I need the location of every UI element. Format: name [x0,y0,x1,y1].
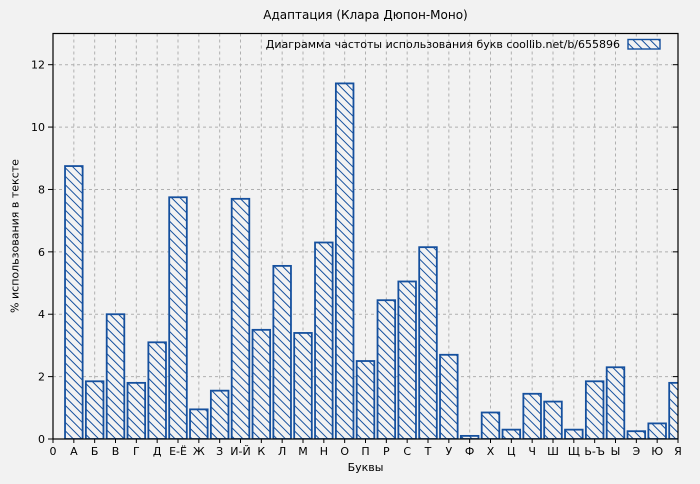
x-tick-label: Н [320,445,328,458]
bar-Т [418,246,438,439]
x-tick-label: Ь-Ъ [584,445,605,458]
bar-Б [84,380,105,439]
y-tick-label: 8 [38,183,45,196]
bar-Е-Ё [168,196,188,439]
y-tick-label: 2 [38,371,45,384]
x-tick-label: Ж [193,445,205,458]
x-tick-label: Г [133,445,140,458]
bar-Х [480,411,501,439]
x-tick-label: А [70,445,78,458]
bar-Ы [605,366,626,439]
legend-label: Диаграмма частоты использования букв coo… [266,38,620,51]
bar-Ш [543,400,563,439]
x-tick-label: Ы [611,445,621,458]
x-tick-label: Б [91,445,99,458]
x-tick-label: 0 [50,445,57,458]
bar-Э [626,430,647,439]
bar-Щ [564,428,584,439]
y-tick-label: 6 [38,246,45,259]
bar-Ц [501,428,522,439]
x-axis-title: Буквы [347,461,384,474]
bar-Ч [522,392,542,439]
bar-Ю [647,422,667,439]
bar-С [397,280,417,439]
legend-swatch [627,38,661,50]
bar-М [293,332,313,439]
bar-А [64,165,84,439]
x-tick-label: Е-Ё [169,445,187,458]
x-tick-label: И-Й [230,445,250,458]
bar-З [209,389,230,439]
bar-К [251,328,272,439]
y-tick-label: 4 [38,308,45,321]
bar-Г [126,381,147,439]
x-tick-label: П [361,445,369,458]
x-tick-label: О [340,445,349,458]
bar-Д [147,341,167,439]
plot-frame [52,32,679,440]
x-tick-label: Щ [568,445,580,458]
bars [64,82,678,439]
x-tick-label: Ф [465,445,474,458]
bar-Н [314,241,334,439]
y-tick-label: 10 [31,121,45,134]
bar-И-Й [230,197,251,439]
x-tick-label: Ш [547,445,559,458]
y-tick-label: 12 [31,59,45,72]
x-tick-label: Т [424,445,432,458]
x-tick-label: Д [153,445,162,458]
x-tick-label: Ю [651,445,663,458]
x-tick-label: В [112,445,120,458]
x-tick-label: У [445,445,452,458]
x-tick-label: З [216,445,223,458]
axis-ticks [48,64,679,443]
bar-Я [668,381,678,439]
bar-Л [272,264,292,439]
x-tick-label: Л [278,445,286,458]
x-tick-label: М [298,445,308,458]
x-tick-label: Я [674,445,682,458]
chart-title: Адаптация (Клара Дюпон-Моно) [263,8,468,22]
bar-В [105,313,126,439]
bar-Ж [189,408,209,439]
x-tick-label: Ц [507,445,516,458]
x-tick-label: Ч [528,445,536,458]
x-tick-label: Э [632,445,640,458]
bar-Р [376,299,397,439]
bar-Ь-Ъ [584,380,605,439]
x-tick-label: К [257,445,265,458]
bar-П [355,360,376,439]
y-tick-label: 0 [38,433,45,446]
x-tick-label: Х [487,445,495,458]
bar-О [334,82,355,439]
x-tick-label: Р [383,445,390,458]
y-axis-title: % использования в тексте [8,159,22,313]
x-tick-label: С [403,445,411,458]
bar-У [439,353,459,439]
